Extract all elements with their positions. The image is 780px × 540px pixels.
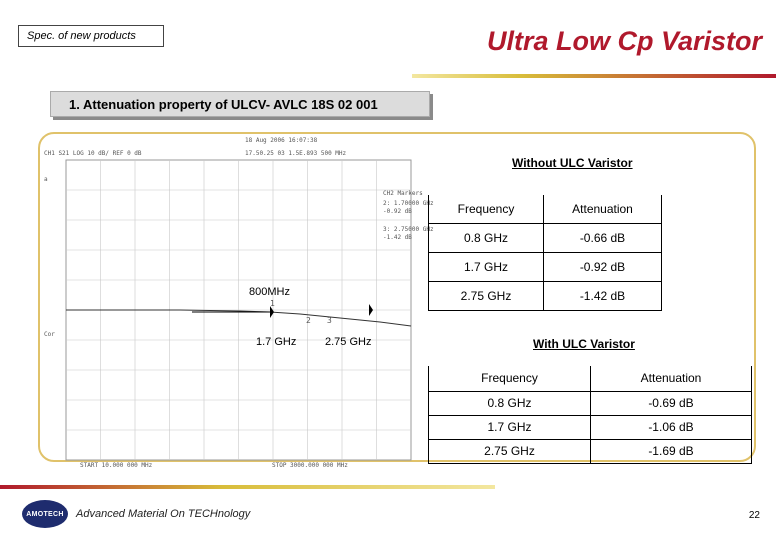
marker-number: 1 (270, 299, 275, 308)
plot-marker-readout: 17.50.25 03 1.5E.893 500 MHz (245, 150, 347, 157)
cell-attenuation: -0.69 dB (590, 390, 752, 416)
spec-label: Spec. of new products (18, 25, 164, 47)
cell-frequency: 2.75 GHz (428, 280, 544, 311)
table-row: 1.7 GHz -1.06 dB (428, 414, 752, 440)
cell-attenuation: -0.92 dB (543, 251, 662, 282)
table-header-row: Frequency Attenuation (428, 366, 752, 392)
section-title: 1. Attenuation property of ULCV- AVLC 18… (50, 91, 430, 117)
plot-left-tag: a (44, 176, 48, 183)
plot-channel-row: CH1 S21 LOG 10 dB/ REF 0 dB (44, 150, 142, 157)
plot-stop-freq: STOP 3000.000 000 MHz (272, 462, 348, 469)
header-attenuation: Attenuation (543, 195, 662, 224)
table-header-row: Frequency Attenuation (428, 195, 662, 224)
marker-number: 2 (306, 316, 311, 325)
with-ulc-table: Frequency Attenuation 0.8 GHz -0.69 dB 1… (428, 366, 752, 464)
plot-marker-row: -1.42 dB (383, 234, 412, 241)
table-row: 2.75 GHz -1.42 dB (428, 280, 662, 311)
company-tagline: Advanced Material On TECHnology (76, 508, 251, 520)
marker-label-2-75ghz: 2.75 GHz (325, 336, 372, 348)
plot-marker-row: 2: 1.70000 GHz (383, 200, 434, 207)
cell-attenuation: -1.06 dB (590, 414, 752, 440)
amotech-logo: AMOTECH (22, 500, 68, 528)
cell-attenuation: -0.66 dB (543, 222, 662, 253)
cell-frequency: 0.8 GHz (428, 390, 591, 416)
without-ulc-table: Frequency Attenuation 0.8 GHz -0.66 dB 1… (428, 195, 662, 311)
header-frequency: Frequency (428, 195, 544, 224)
plot-marker-box: CH2 Markers (383, 190, 423, 197)
table-row: 2.75 GHz -1.69 dB (428, 438, 752, 464)
cell-attenuation: -1.69 dB (590, 438, 752, 464)
table-row: 1.7 GHz -0.92 dB (428, 251, 662, 282)
table-row: 0.8 GHz -0.69 dB (428, 390, 752, 416)
plot-left-tag-cor: Cor (44, 331, 55, 338)
page-number: 22 (748, 510, 760, 521)
plot-start-freq: START 10.000 000 MHz (80, 462, 153, 469)
plot-grid (65, 159, 412, 461)
marker-label-1-7ghz: 1.7 GHz (256, 336, 297, 348)
cell-frequency: 1.7 GHz (428, 251, 544, 282)
plot-marker-row: -0.92 dB (383, 208, 412, 215)
header-frequency: Frequency (428, 366, 591, 392)
with-ulc-title: With ULC Varistor (533, 337, 635, 351)
page-title: Ultra Low Cp Varistor (486, 26, 762, 56)
cell-frequency: 1.7 GHz (428, 414, 591, 440)
attenuation-trace (66, 309, 412, 327)
cell-frequency: 0.8 GHz (428, 222, 544, 253)
marker-label-800mhz: 800MHz (249, 286, 290, 298)
plot-timestamp: 18 Aug 2006 16:07:38 (245, 137, 318, 144)
plot-marker-row: 3: 2.75000 GHz (383, 226, 434, 233)
without-ulc-title: Without ULC Varistor (512, 156, 633, 170)
marker-number: 3 (327, 316, 332, 325)
cell-frequency: 2.75 GHz (428, 438, 591, 464)
cell-attenuation: -1.42 dB (543, 280, 662, 311)
analyzer-plot: 18 Aug 2006 16:07:38 17.50.25 03 1.5E.89… (40, 136, 438, 470)
header-attenuation: Attenuation (590, 366, 752, 392)
table-row: 0.8 GHz -0.66 dB (428, 222, 662, 253)
title-underline (412, 74, 776, 78)
footer-rule (0, 485, 495, 489)
